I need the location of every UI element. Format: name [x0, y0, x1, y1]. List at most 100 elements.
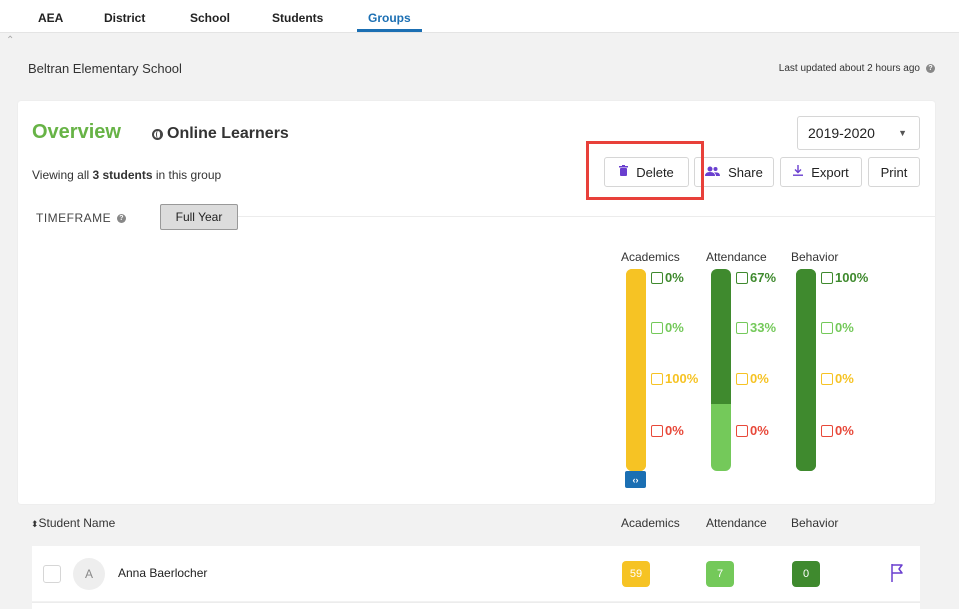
checkbox-icon	[736, 321, 748, 334]
export-label: Export	[811, 164, 849, 180]
last-updated: Last updated about 2 hours ago ?	[779, 63, 935, 74]
attendance-pct-high-risk-value: 0%	[750, 423, 769, 438]
top-nav: AEA District School Students Groups	[0, 0, 959, 33]
summary-header-academics: Academics	[621, 250, 680, 264]
checkbox-icon	[651, 321, 663, 334]
attendance-bar-dark-green	[711, 269, 731, 404]
attendance-pct-high-risk[interactable]: 0%	[736, 423, 769, 438]
academics-header[interactable]: Academics	[621, 516, 680, 530]
attendance-pct-proficient-value: 33%	[750, 320, 777, 335]
year-select[interactable]: 2019-2020 ▼	[797, 116, 920, 150]
student-name-header[interactable]: ⬍Student Name	[31, 516, 115, 530]
summary-header-attendance: Attendance	[706, 250, 767, 264]
avatar: A	[73, 558, 105, 590]
timeframe-full-year-button[interactable]: Full Year	[160, 204, 238, 230]
share-button[interactable]: Share	[694, 157, 774, 187]
student-name-header-label: Student Name	[38, 516, 116, 530]
attendance-pct-advanced[interactable]: 67%	[736, 270, 776, 285]
checkbox-icon	[821, 271, 833, 284]
viewing-suffix: in this group	[152, 168, 222, 182]
tab-school[interactable]: School	[190, 11, 231, 25]
expand-code-icon[interactable]: ‹›	[625, 471, 646, 488]
academics-pct-at-risk[interactable]: 100%	[651, 371, 698, 386]
globe-icon	[152, 128, 163, 140]
share-label: Share	[728, 164, 763, 180]
checkbox-icon	[651, 424, 663, 437]
attendance-bar[interactable]	[711, 269, 731, 471]
scroll-up-icon[interactable]: ⌃	[6, 35, 15, 46]
student-name[interactable]: Anna Baerlocher	[118, 566, 208, 580]
checkbox-icon	[821, 372, 833, 385]
timeframe-divider	[238, 216, 935, 217]
checkbox-icon	[736, 424, 748, 437]
checkbox-icon	[821, 321, 833, 334]
export-button[interactable]: Export	[780, 157, 862, 187]
tab-students[interactable]: Students	[272, 11, 324, 25]
table-row	[32, 602, 920, 609]
behavior-bar[interactable]	[796, 269, 816, 471]
group-name-label: Online Learners	[167, 125, 289, 142]
academics-pct-proficient[interactable]: 0%	[651, 320, 684, 335]
tab-district[interactable]: District	[104, 11, 146, 25]
timeframe-label-text: TIMEFRAME	[36, 211, 112, 225]
chevron-down-icon: ▼	[898, 128, 907, 138]
attendance-pct-at-risk-value: 0%	[750, 371, 769, 386]
academics-bar-yellow	[626, 269, 646, 471]
attendance-pct-advanced-value: 67%	[750, 270, 777, 285]
attendance-header[interactable]: Attendance	[706, 516, 767, 530]
behavior-pct-high-risk-value: 0%	[835, 423, 854, 438]
checkbox-icon	[736, 372, 748, 385]
behavior-header[interactable]: Behavior	[791, 516, 839, 530]
viewing-summary: Viewing all 3 students in this group	[32, 168, 221, 182]
last-updated-text: Last updated about 2 hours ago	[778, 63, 920, 74]
tab-groups[interactable]: Groups	[368, 11, 411, 25]
academics-bar[interactable]	[626, 269, 646, 471]
behavior-pct-advanced[interactable]: 100%	[821, 270, 868, 285]
summary-header-behavior: Behavior	[791, 250, 839, 264]
school-name: Beltran Elementary School	[28, 61, 182, 76]
year-select-value: 2019-2020	[808, 125, 875, 141]
timeframe-label: TIMEFRAME ?	[36, 211, 127, 225]
sort-icon: ⬍	[31, 519, 39, 529]
group-name: Online Learners	[152, 125, 289, 143]
help-icon[interactable]: ?	[926, 64, 935, 73]
checkbox-icon	[821, 424, 833, 437]
attendance-pct-at-risk[interactable]: 0%	[736, 371, 769, 386]
behavior-pct-proficient[interactable]: 0%	[821, 320, 854, 335]
trash-icon	[619, 165, 629, 179]
download-icon	[793, 165, 804, 179]
active-tab-indicator	[357, 29, 422, 32]
behavior-score[interactable]: 0	[792, 561, 820, 587]
behavior-bar-dark-green	[796, 269, 816, 471]
behavior-pct-advanced-value: 100%	[835, 270, 869, 285]
attendance-bar-light-green	[711, 404, 731, 471]
academics-pct-at-risk-value: 100%	[665, 371, 699, 386]
attendance-pct-proficient[interactable]: 33%	[736, 320, 776, 335]
delete-label: Delete	[636, 164, 674, 180]
academics-pct-advanced-value: 0%	[665, 270, 684, 285]
academics-score[interactable]: 59	[622, 561, 650, 587]
checkbox-icon	[736, 271, 748, 284]
highlight-annotation	[586, 141, 704, 200]
viewing-prefix: Viewing all	[32, 168, 93, 182]
flag-icon[interactable]	[890, 563, 904, 588]
overview-card: Overview Online Learners Viewing all 3 s…	[18, 101, 935, 504]
print-label: Print	[880, 164, 908, 180]
behavior-pct-proficient-value: 0%	[835, 320, 854, 335]
academics-pct-high-risk[interactable]: 0%	[651, 423, 684, 438]
row-checkbox[interactable]	[43, 565, 61, 583]
behavior-pct-high-risk[interactable]: 0%	[821, 423, 854, 438]
academics-pct-high-risk-value: 0%	[665, 423, 684, 438]
table-row[interactable]: A Anna Baerlocher 59 7 0	[32, 546, 920, 601]
checkbox-icon	[651, 271, 663, 284]
behavior-pct-at-risk-value: 0%	[835, 371, 854, 386]
viewing-count: 3 students	[92, 168, 153, 182]
help-icon[interactable]: ?	[117, 213, 127, 223]
delete-button[interactable]: Delete	[604, 157, 689, 187]
tab-aea[interactable]: AEA	[38, 11, 64, 25]
behavior-pct-at-risk[interactable]: 0%	[821, 371, 854, 386]
academics-pct-advanced[interactable]: 0%	[651, 270, 684, 285]
attendance-score[interactable]: 7	[706, 561, 734, 587]
print-button[interactable]: Print	[868, 157, 920, 187]
users-icon	[705, 165, 721, 179]
